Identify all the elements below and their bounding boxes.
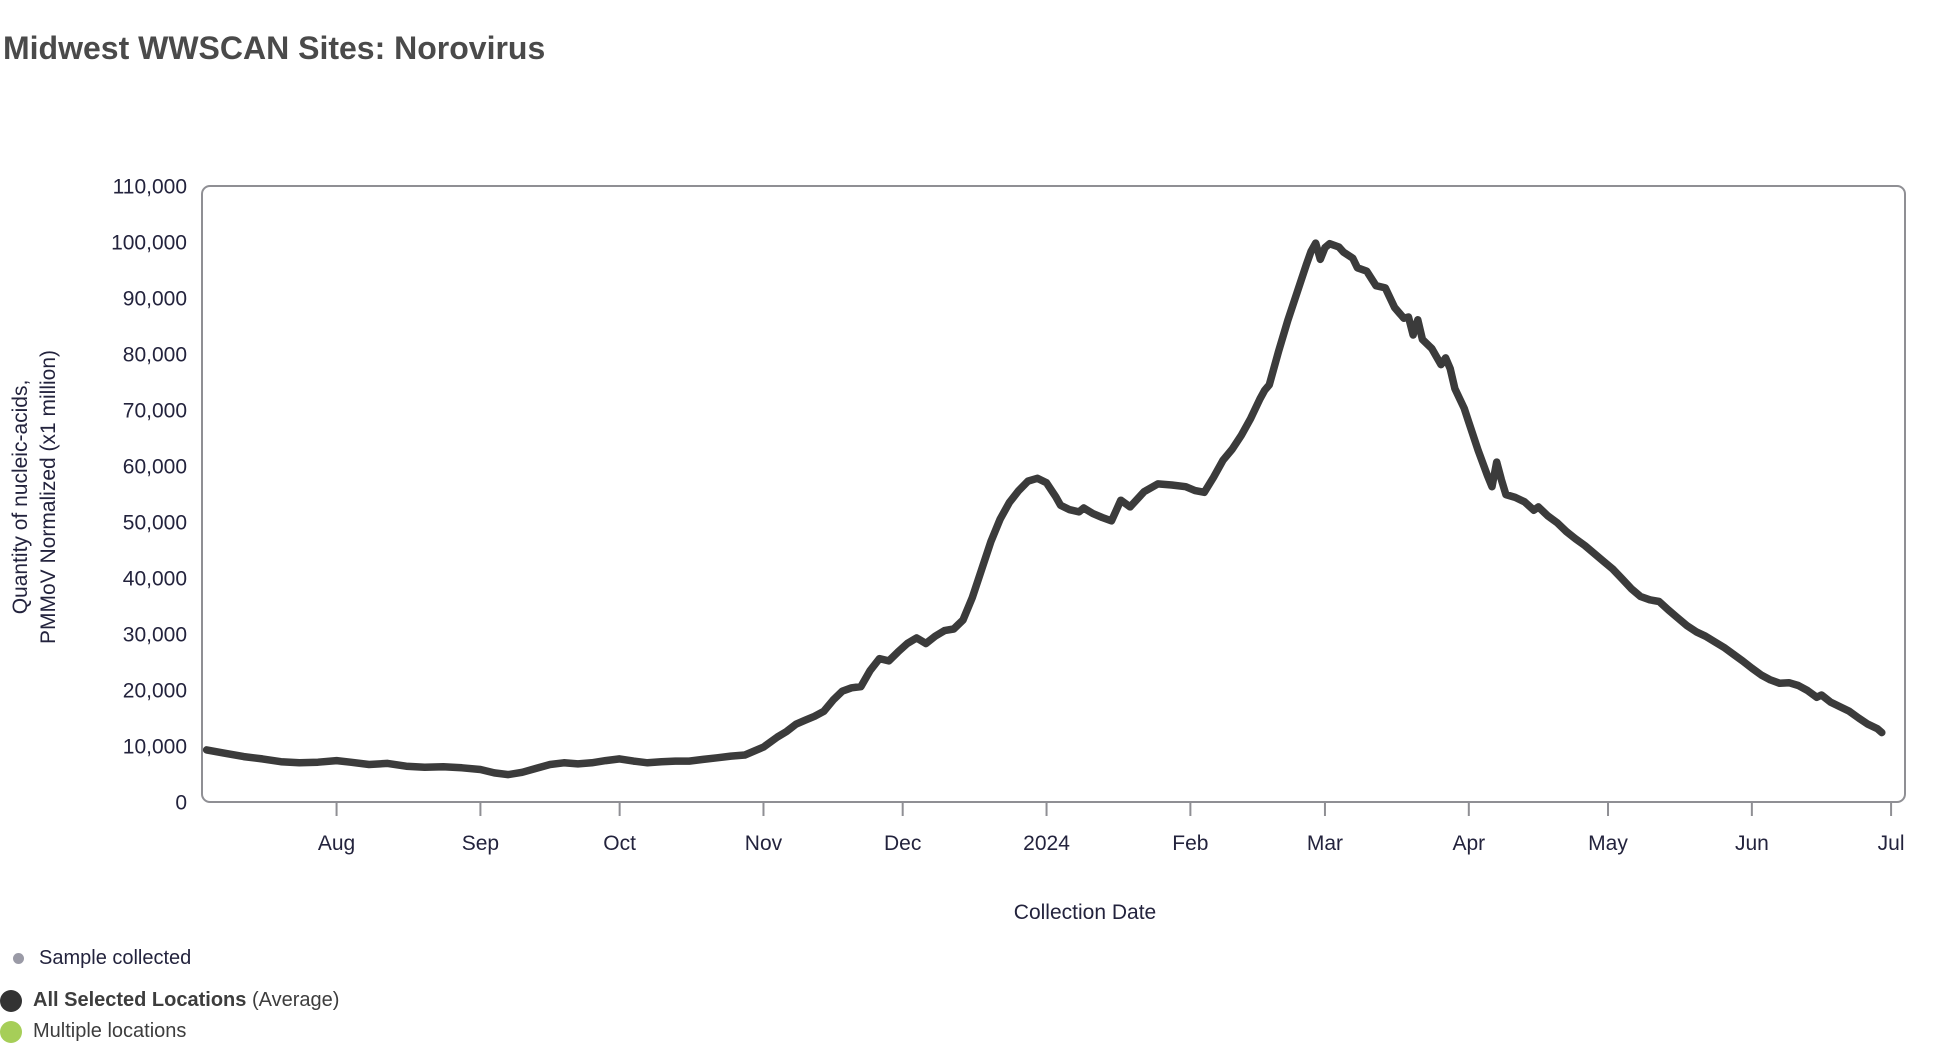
x-tick-label: Feb [1172,832,1208,855]
x-tick-label: May [1588,832,1628,855]
legend-label-multiple-locations: Multiple locations [33,1020,187,1042]
x-tick-label: Jun [1735,832,1769,855]
y-tick-label: 10,000 [123,736,187,759]
legend-item-all-selected-locations: All Selected Locations (Average) [0,989,339,1012]
x-tick-label: Mar [1307,832,1343,855]
y-tick-label: 60,000 [123,456,187,479]
x-axis: Aug Sep Oct Nov Dec 2024 Feb Mar Apr May Jun Jul [318,803,1905,855]
y-axis-title-line1: Quantity of nucleic-acids, [9,380,32,615]
plot-area-border [201,185,1906,803]
y-tick-label: 110,000 [113,176,187,199]
x-tick-label: Dec [884,832,921,855]
legend-item-multiple-locations: Multiple locations [0,1020,186,1043]
x-tick-label: Aug [318,832,355,855]
y-tick-label: 0 [175,792,187,815]
y-tick-label: 50,000 [123,512,187,535]
y-axis: 0 10,000 20,000 30,000 40,000 50,000 60,000 70,… [111,176,187,815]
y-tick-label: 30,000 [123,624,187,647]
legend-label-all-selected-locations: All Selected Locations [33,989,247,1011]
legend-label-sample-collected: Sample collected [39,947,192,969]
x-tick-label: 2024 [1023,832,1070,855]
y-tick-label: 100,000 [111,232,187,255]
x-tick-label: Sep [462,832,499,855]
all-selected-locations-dot-icon [0,989,22,1012]
y-tick-label: 80,000 [123,344,187,367]
average-trend-line[interactable] [202,239,1886,779]
y-tick-label: 40,000 [123,568,187,591]
y-tick-label: 70,000 [123,400,187,423]
x-tick-label: Oct [603,832,636,855]
page-title: Midwest WWSCAN Sites: Norovirus [3,30,546,66]
sample-collected-dot-icon [13,953,24,964]
y-tick-label: 20,000 [123,680,187,703]
x-tick-label: Apr [1452,832,1485,855]
legend-label-average-suffix: (Average) [246,989,340,1011]
x-tick-label: Nov [745,832,783,855]
legend-item-sample-collected: Sample collected [0,947,191,970]
multiple-locations-dot-icon [0,1020,22,1043]
x-axis-title: Collection Date [1014,901,1156,924]
y-axis-title-line2: PMMoV Normalized (x1 million) [37,350,60,644]
y-tick-label: 90,000 [123,288,187,311]
x-tick-label: Jul [1878,832,1905,855]
